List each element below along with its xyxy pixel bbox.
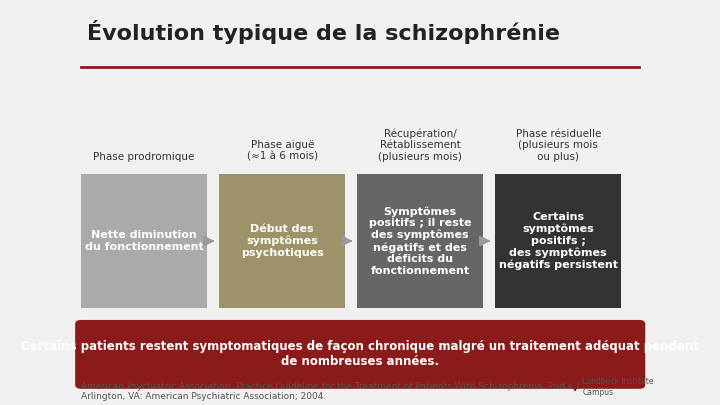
Text: Certains patients restent symptomatiques de façon chronique malgré un traitement: Certains patients restent symptomatiques… <box>22 340 699 369</box>
FancyBboxPatch shape <box>495 174 621 308</box>
Text: Lundbeck Institute
Campus: Lundbeck Institute Campus <box>582 377 654 397</box>
Text: Phase résiduelle
(plusieurs mois
ou plus): Phase résiduelle (plusieurs mois ou plus… <box>516 129 601 162</box>
Text: Certains
symptômes
positifs ;
des symptômes
négatifs persistent: Certains symptômes positifs ; des symptô… <box>499 212 618 270</box>
Text: American Psychiatric Association. Practice Guideline for the Treatment of Patien: American Psychiatric Association. Practi… <box>81 382 582 401</box>
FancyBboxPatch shape <box>219 174 345 308</box>
FancyBboxPatch shape <box>81 174 207 308</box>
Text: Nette diminution
du fonctionnement: Nette diminution du fonctionnement <box>85 230 204 252</box>
Text: Phase prodromique: Phase prodromique <box>94 152 195 162</box>
Text: Symptômes
positifs ; il reste
des symptômes
négatifs et des
déficits du
fonction: Symptômes positifs ; il reste des symptô… <box>369 206 472 276</box>
FancyBboxPatch shape <box>357 174 483 308</box>
Text: Récupération/
Rétablissement
(plusieurs mois): Récupération/ Rétablissement (plusieurs … <box>378 128 462 162</box>
FancyBboxPatch shape <box>75 320 645 389</box>
Text: Début des
symptômes
psychotiques: Début des symptômes psychotiques <box>240 224 323 258</box>
Text: Évolution typique de la schizophrénie: Évolution typique de la schizophrénie <box>87 20 560 44</box>
Text: Phase aiguë
(≈1 à 6 mois): Phase aiguë (≈1 à 6 mois) <box>247 141 318 162</box>
